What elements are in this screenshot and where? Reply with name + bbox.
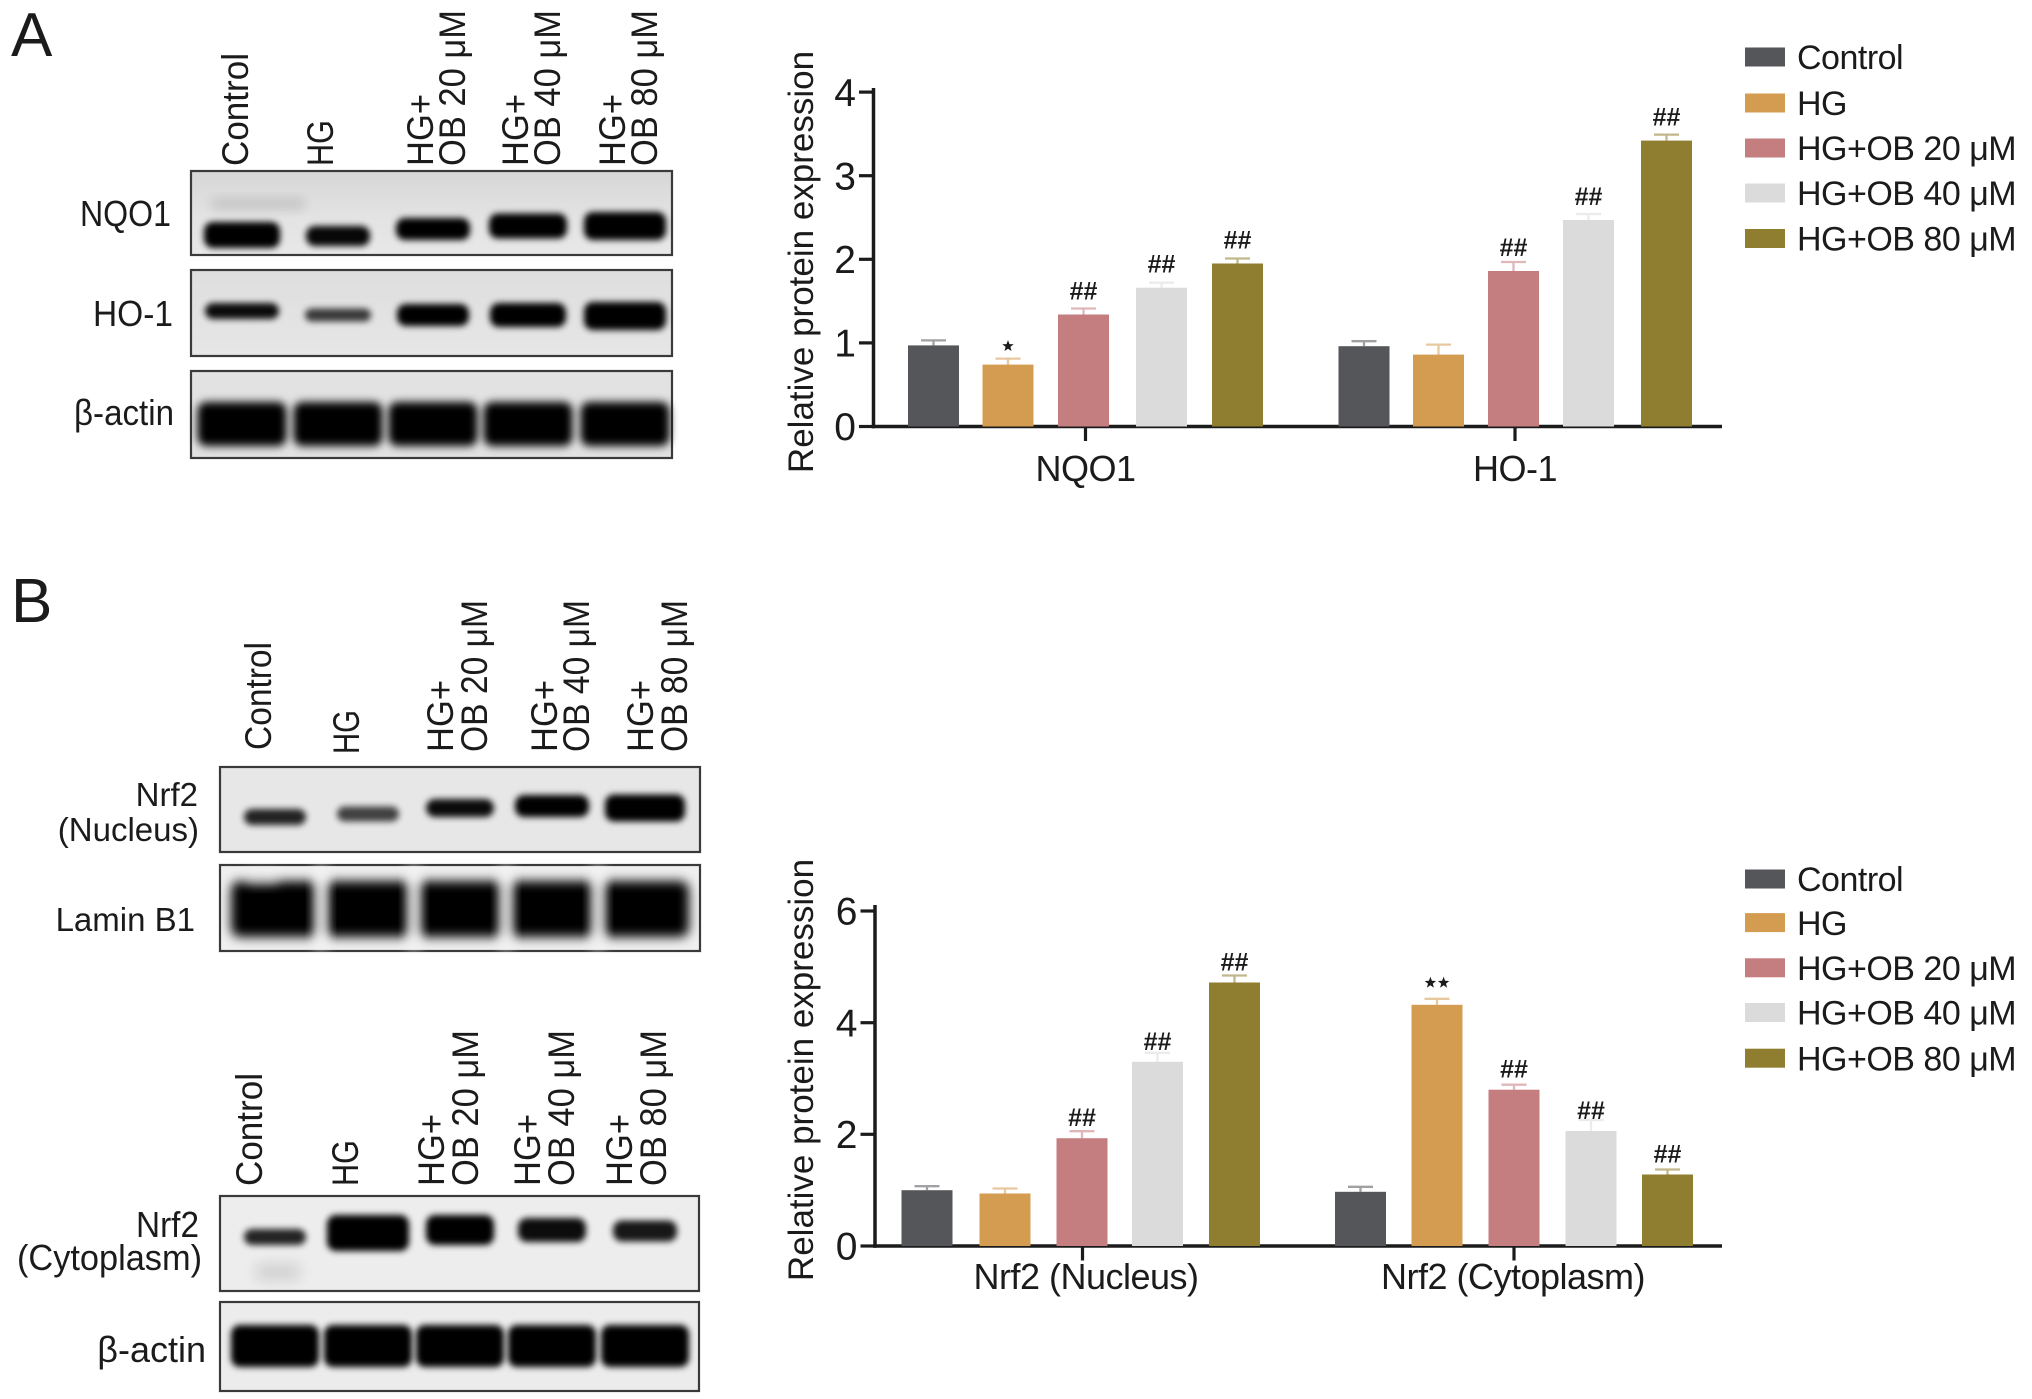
- svg-text:Nrf2: Nrf2: [136, 1204, 199, 1245]
- svg-text:HG+: HG+: [524, 680, 565, 752]
- svg-text:A: A: [11, 1, 53, 70]
- svg-text:OB 80 μM: OB 80 μM: [654, 600, 695, 752]
- svg-text:Nrf2: Nrf2: [136, 776, 198, 813]
- svg-text:0: 0: [834, 406, 856, 449]
- svg-text:OB 40 μM: OB 40 μM: [556, 600, 597, 752]
- svg-text:Nrf2 (Nucleus): Nrf2 (Nucleus): [973, 1256, 1198, 1297]
- svg-text:HO-1: HO-1: [93, 293, 173, 334]
- svg-text:(Cytoplasm): (Cytoplasm): [17, 1237, 202, 1278]
- svg-text:β-actin: β-actin: [74, 392, 174, 433]
- svg-text:##: ##: [1654, 1141, 1682, 1169]
- svg-text:HG+OB 20 μM: HG+OB 20 μM: [1797, 130, 2016, 168]
- svg-text:Control: Control: [238, 642, 279, 750]
- svg-text:4: 4: [834, 72, 856, 115]
- svg-text:Relative protein expression: Relative protein expression: [782, 51, 821, 473]
- svg-text:HG: HG: [300, 120, 341, 166]
- svg-text:Control: Control: [1797, 861, 1903, 899]
- svg-text:HG+OB 80 μM: HG+OB 80 μM: [1797, 1040, 2016, 1078]
- svg-text:##: ##: [1575, 183, 1603, 211]
- svg-text:##: ##: [1068, 1104, 1096, 1132]
- svg-text:##: ##: [1653, 104, 1681, 132]
- svg-text:0: 0: [836, 1226, 858, 1269]
- svg-text:NQO1: NQO1: [1035, 448, 1135, 489]
- svg-text:##: ##: [1224, 227, 1252, 255]
- svg-text:HG+: HG+: [495, 94, 536, 166]
- svg-text:β-actin: β-actin: [97, 1329, 206, 1370]
- svg-text:##: ##: [1144, 1028, 1172, 1056]
- svg-text:##: ##: [1221, 949, 1249, 977]
- svg-text:Lamin B1: Lamin B1: [56, 901, 195, 938]
- svg-text:(Nucleus): (Nucleus): [58, 811, 199, 848]
- svg-text:HG: HG: [325, 1140, 366, 1186]
- svg-text:NQO1: NQO1: [80, 193, 171, 234]
- svg-text:HG+: HG+: [400, 94, 441, 166]
- svg-text:OB 20 μM: OB 20 μM: [432, 10, 473, 166]
- svg-text:HG+OB 40 μM: HG+OB 40 μM: [1797, 995, 2016, 1033]
- svg-text:B: B: [11, 567, 52, 636]
- svg-text:HG+OB 40 μM: HG+OB 40 μM: [1797, 175, 2016, 213]
- svg-text:2: 2: [834, 239, 856, 282]
- svg-text:HG: HG: [1797, 905, 1847, 943]
- svg-text:Control: Control: [1797, 39, 1903, 77]
- svg-text:HO-1: HO-1: [1473, 448, 1557, 489]
- svg-text:HG+: HG+: [507, 1114, 548, 1186]
- svg-text:Control: Control: [215, 53, 256, 166]
- svg-text:HG+: HG+: [592, 94, 633, 166]
- svg-text:HG+: HG+: [599, 1114, 640, 1186]
- svg-text:OB 20 μM: OB 20 μM: [454, 600, 495, 752]
- svg-text:##: ##: [1070, 278, 1098, 306]
- svg-text:4: 4: [836, 1002, 858, 1045]
- svg-text:##: ##: [1500, 1056, 1528, 1084]
- svg-text:HG+OB 80 μM: HG+OB 80 μM: [1797, 221, 2016, 259]
- svg-text:OB 80 μM: OB 80 μM: [633, 1030, 674, 1186]
- svg-text:2: 2: [836, 1114, 858, 1157]
- svg-text:OB 40 μM: OB 40 μM: [541, 1030, 582, 1186]
- svg-text:OB 20 μM: OB 20 μM: [445, 1030, 486, 1186]
- svg-text:##: ##: [1500, 234, 1528, 262]
- svg-text:HG+OB 20 μM: HG+OB 20 μM: [1797, 950, 2016, 988]
- svg-text:HG+: HG+: [411, 1114, 452, 1186]
- svg-text:HG+: HG+: [620, 680, 661, 752]
- svg-text:##: ##: [1577, 1097, 1605, 1125]
- svg-text:##: ##: [1148, 251, 1176, 279]
- svg-text:HG: HG: [1797, 85, 1847, 123]
- svg-text:1: 1: [834, 323, 856, 366]
- svg-text:OB 40 μM: OB 40 μM: [527, 10, 568, 166]
- svg-text:Nrf2 (Cytoplasm): Nrf2 (Cytoplasm): [1381, 1256, 1645, 1297]
- svg-text:3: 3: [834, 155, 856, 198]
- svg-text:6: 6: [836, 891, 858, 934]
- svg-text:Control: Control: [229, 1073, 270, 1186]
- svg-text:Relative protein expression: Relative protein expression: [782, 859, 821, 1281]
- svg-text:HG: HG: [326, 710, 367, 754]
- svg-text:OB 80 μM: OB 80 μM: [624, 10, 665, 166]
- svg-text:HG+: HG+: [420, 680, 461, 752]
